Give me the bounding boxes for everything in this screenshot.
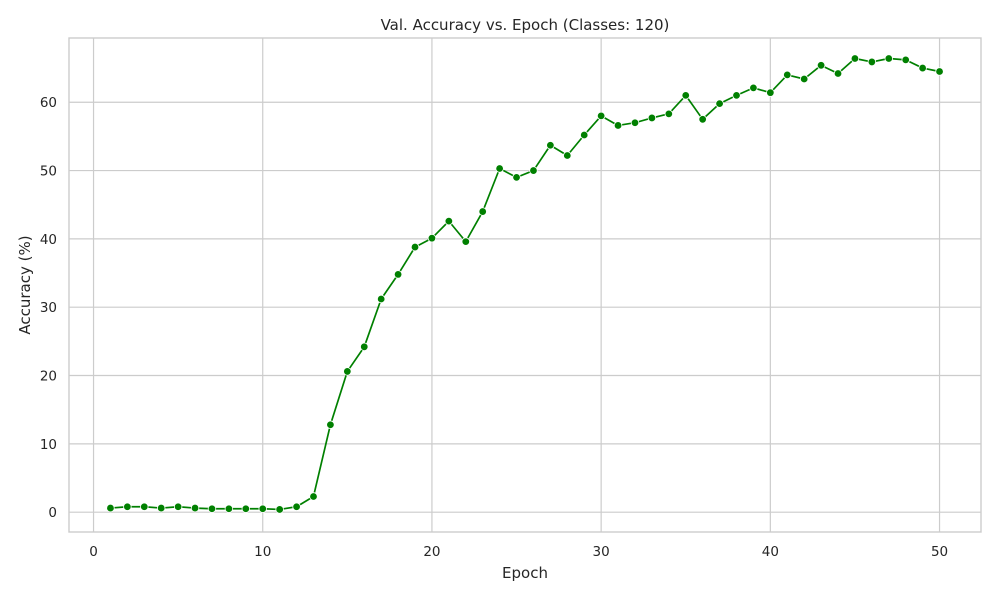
data-point xyxy=(630,118,640,127)
data-point xyxy=(715,99,724,108)
y-ticks: 0 10 20 30 40 50 60 xyxy=(40,95,57,521)
data-point xyxy=(681,91,690,100)
data-point xyxy=(157,503,166,513)
y-tick-label: 40 xyxy=(40,232,57,248)
data-point xyxy=(664,109,674,119)
data-point xyxy=(596,111,606,121)
data-point xyxy=(292,502,301,511)
data-point xyxy=(173,502,183,511)
grid xyxy=(69,38,981,532)
data-point xyxy=(427,233,437,243)
data-point xyxy=(901,55,910,65)
x-axis-label: Epoch xyxy=(502,564,548,582)
y-tick-label: 60 xyxy=(40,95,57,111)
data-point xyxy=(850,54,860,63)
data-point xyxy=(343,367,352,376)
x-tick-label: 40 xyxy=(762,544,779,560)
y-tick-label: 50 xyxy=(40,164,57,180)
x-ticks: 0 10 20 30 40 50 xyxy=(89,544,948,560)
data-point xyxy=(241,504,251,513)
y-tick-label: 20 xyxy=(40,369,57,385)
series-line xyxy=(110,57,940,511)
data-point xyxy=(393,270,403,279)
data-point xyxy=(799,74,809,84)
data-point xyxy=(478,207,487,216)
data-point xyxy=(410,242,420,252)
data-point xyxy=(867,57,877,67)
data-point xyxy=(546,141,555,150)
y-axis-label: Accuracy (%) xyxy=(16,235,34,334)
x-tick-label: 50 xyxy=(931,544,948,560)
data-point xyxy=(816,61,826,70)
data-point xyxy=(783,70,792,80)
data-point xyxy=(190,503,200,513)
data-point xyxy=(698,115,707,124)
data-point xyxy=(613,121,623,130)
data-point xyxy=(275,505,284,514)
data-point xyxy=(360,342,369,352)
series-group xyxy=(106,54,944,514)
data-point xyxy=(123,502,132,511)
data-point xyxy=(884,54,893,63)
y-tick-label: 30 xyxy=(40,300,57,316)
data-point xyxy=(461,237,470,246)
data-point xyxy=(309,492,318,501)
x-tick-label: 0 xyxy=(89,544,98,560)
data-point xyxy=(918,63,927,73)
plot-frame xyxy=(68,37,982,533)
y-tick-label: 0 xyxy=(48,505,57,521)
data-point xyxy=(833,69,843,78)
data-point xyxy=(258,504,267,513)
data-point xyxy=(512,173,521,182)
x-tick-label: 30 xyxy=(593,544,610,560)
data-point xyxy=(580,130,589,140)
data-point xyxy=(647,113,657,123)
data-point xyxy=(140,502,149,511)
data-point xyxy=(563,151,572,160)
data-point xyxy=(732,91,741,100)
x-tick-label: 20 xyxy=(423,544,440,560)
data-point xyxy=(376,294,386,304)
chart-title: Val. Accuracy vs. Epoch (Classes: 120) xyxy=(381,16,670,34)
data-point xyxy=(207,504,217,513)
data-point xyxy=(106,503,115,513)
data-point xyxy=(766,88,775,97)
data-point xyxy=(495,164,504,173)
data-point xyxy=(444,216,454,226)
data-point xyxy=(224,504,234,513)
y-tick-label: 10 xyxy=(40,437,57,453)
data-point xyxy=(326,420,335,429)
x-tick-label: 10 xyxy=(254,544,271,560)
data-point xyxy=(749,83,758,93)
data-point xyxy=(529,166,538,175)
data-point xyxy=(935,67,944,76)
